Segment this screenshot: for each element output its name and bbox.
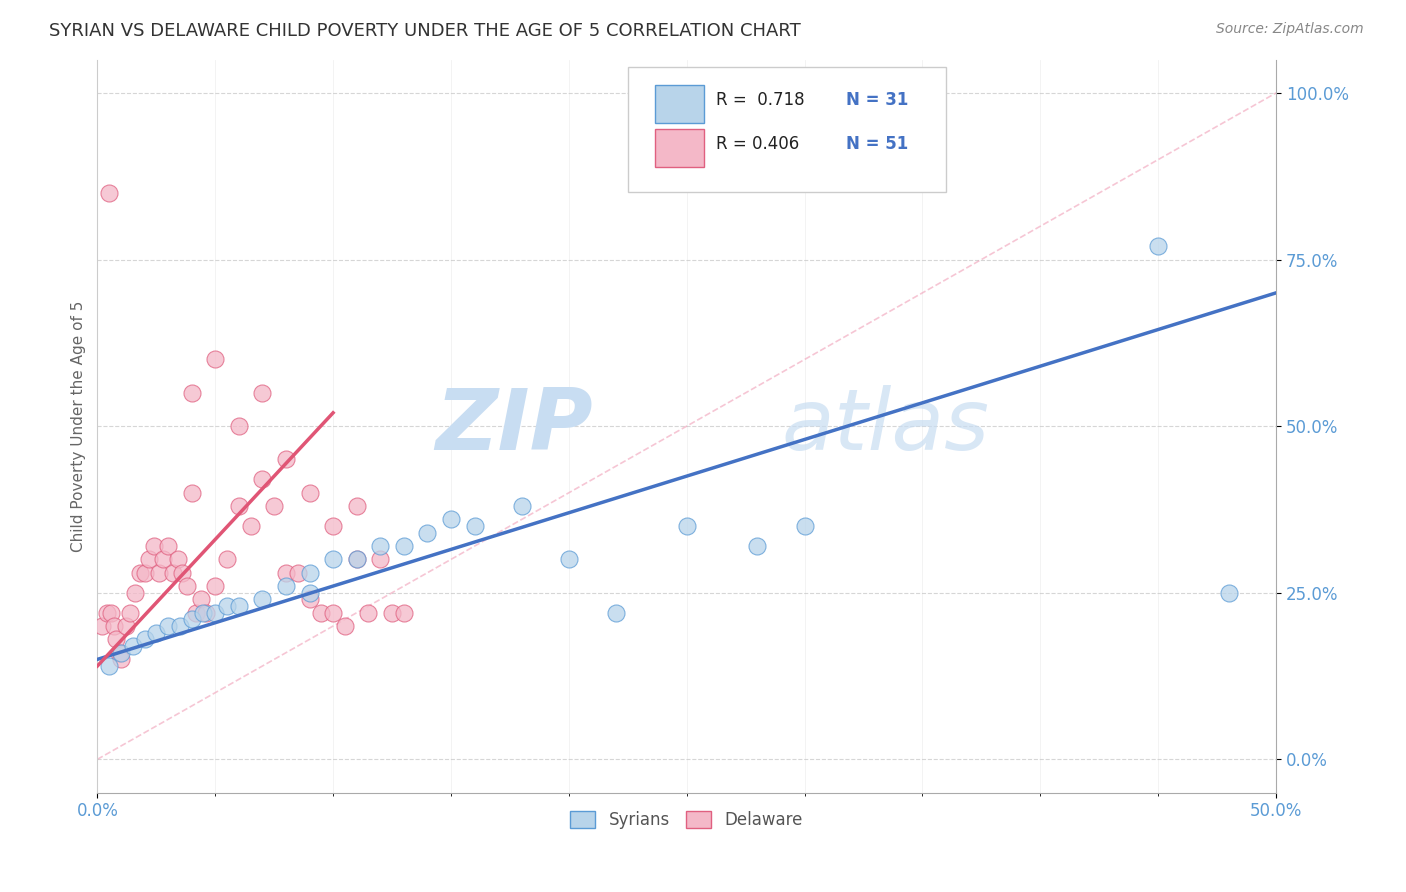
Point: [346, 552, 368, 566]
Point: [128, 566, 150, 580]
Point: [215, 599, 238, 613]
Point: [186, 606, 208, 620]
Point: [176, 579, 198, 593]
Text: N = 51: N = 51: [846, 135, 908, 153]
Point: [134, 632, 156, 647]
Point: [120, 606, 142, 620]
Point: [152, 552, 174, 566]
Point: [747, 539, 769, 553]
Text: SYRIAN VS DELAWARE CHILD POVERTY UNDER THE AGE OF 5 CORRELATION CHART: SYRIAN VS DELAWARE CHILD POVERTY UNDER T…: [49, 22, 801, 40]
Text: R =  0.718: R = 0.718: [716, 91, 804, 109]
Point: [204, 606, 226, 620]
Text: R = 0.406: R = 0.406: [716, 135, 800, 153]
Point: [107, 646, 129, 660]
Point: [416, 525, 439, 540]
Point: [357, 606, 380, 620]
Point: [157, 539, 180, 553]
Point: [124, 585, 146, 599]
Point: [110, 652, 132, 666]
Text: atlas: atlas: [780, 384, 988, 467]
Point: [322, 519, 344, 533]
Point: [166, 552, 188, 566]
Point: [169, 619, 191, 633]
Point: [180, 385, 202, 400]
Point: [193, 606, 215, 620]
Point: [228, 599, 250, 613]
Point: [148, 566, 170, 580]
Point: [558, 552, 581, 566]
Point: [204, 579, 226, 593]
Point: [215, 552, 238, 566]
Legend: Syrians, Delaware: Syrians, Delaware: [564, 804, 810, 836]
Point: [91, 619, 114, 633]
FancyBboxPatch shape: [628, 67, 946, 192]
Point: [298, 485, 321, 500]
Point: [134, 566, 156, 580]
Point: [675, 519, 697, 533]
Text: ZIP: ZIP: [434, 384, 592, 467]
Point: [180, 485, 202, 500]
Point: [252, 472, 274, 486]
FancyBboxPatch shape: [655, 129, 704, 168]
Point: [252, 592, 274, 607]
Point: [98, 659, 121, 673]
Point: [145, 625, 167, 640]
Text: N = 31: N = 31: [846, 91, 908, 109]
Point: [298, 585, 321, 599]
Point: [263, 499, 285, 513]
Point: [194, 606, 217, 620]
Point: [162, 566, 184, 580]
Point: [298, 566, 321, 580]
Point: [333, 619, 356, 633]
Point: [464, 519, 486, 533]
Point: [392, 539, 415, 553]
Point: [103, 619, 125, 633]
Text: Source: ZipAtlas.com: Source: ZipAtlas.com: [1216, 22, 1364, 37]
Point: [110, 646, 132, 660]
Point: [322, 606, 344, 620]
Point: [98, 186, 121, 200]
Y-axis label: Child Poverty Under the Age of 5: Child Poverty Under the Age of 5: [72, 301, 86, 552]
Point: [1218, 585, 1240, 599]
Point: [298, 592, 321, 607]
Point: [1147, 239, 1170, 253]
Point: [180, 612, 202, 626]
Point: [121, 639, 143, 653]
FancyBboxPatch shape: [655, 86, 704, 123]
Point: [793, 519, 815, 533]
Point: [138, 552, 160, 566]
Point: [142, 539, 165, 553]
Point: [114, 619, 136, 633]
Point: [368, 539, 391, 553]
Point: [157, 619, 180, 633]
Point: [204, 352, 226, 367]
Point: [100, 606, 122, 620]
Point: [274, 579, 297, 593]
Point: [605, 606, 627, 620]
Point: [172, 566, 194, 580]
Point: [228, 499, 250, 513]
Point: [510, 499, 533, 513]
Point: [346, 499, 368, 513]
Point: [252, 385, 274, 400]
Point: [311, 606, 333, 620]
Point: [287, 566, 309, 580]
Point: [96, 606, 118, 620]
Point: [346, 552, 368, 566]
Point: [274, 566, 297, 580]
Point: [381, 606, 404, 620]
Point: [274, 452, 297, 467]
Point: [105, 632, 128, 647]
Point: [440, 512, 463, 526]
Point: [368, 552, 391, 566]
Point: [228, 419, 250, 434]
Point: [322, 552, 344, 566]
Point: [190, 592, 212, 607]
Point: [392, 606, 415, 620]
Point: [239, 519, 262, 533]
